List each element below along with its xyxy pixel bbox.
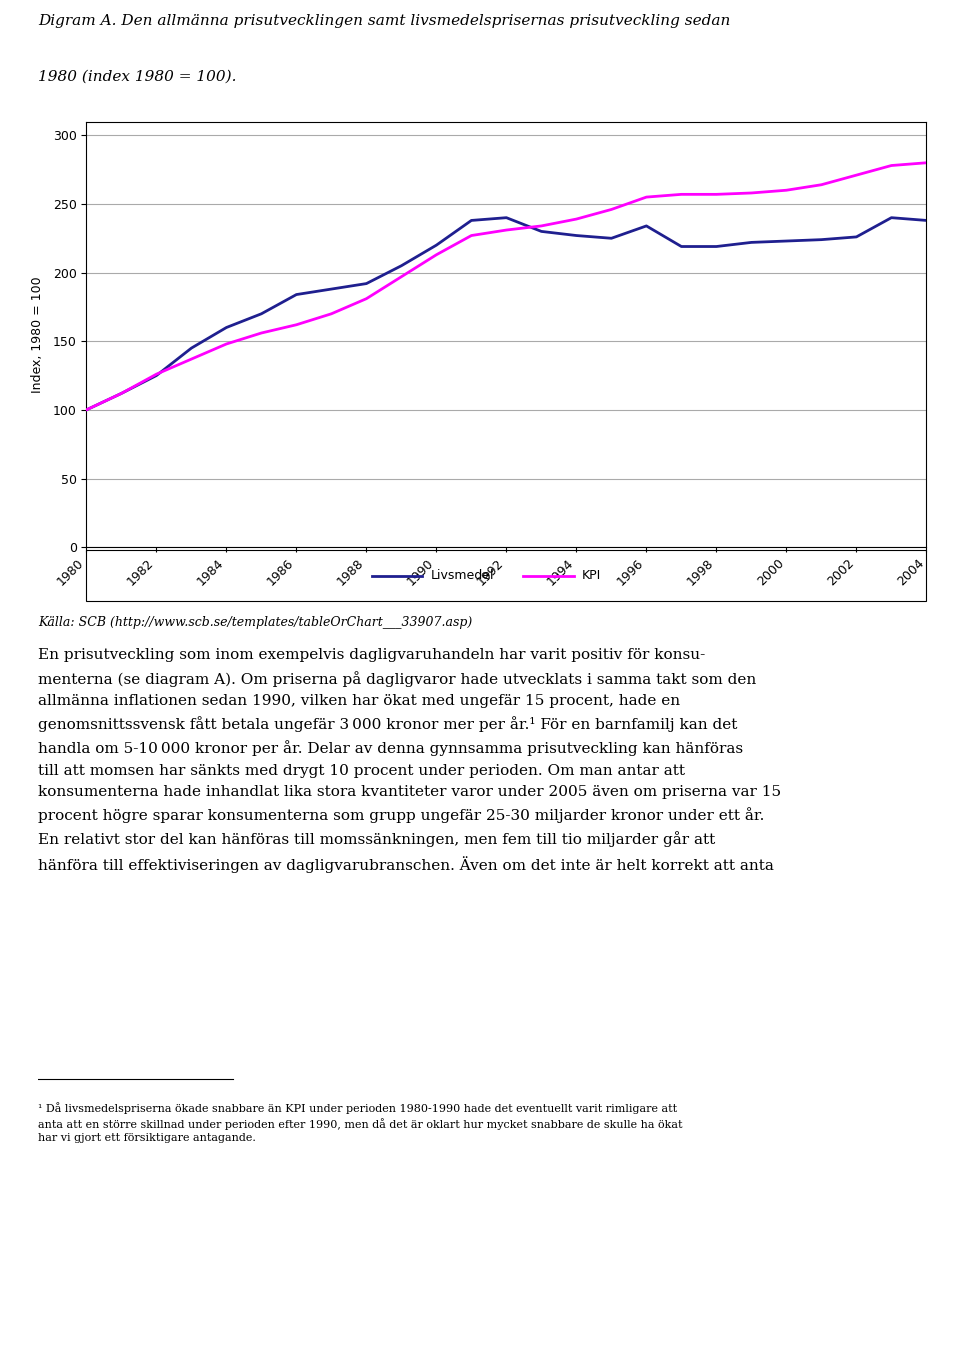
Text: Livsmedel: Livsmedel [431, 569, 494, 582]
Text: En prisutveckling som inom exempelvis dagligvaruhandeln har varit positiv för ko: En prisutveckling som inom exempelvis da… [38, 648, 781, 873]
Text: KPI: KPI [582, 569, 601, 582]
Text: 1980 (index 1980 = 100).: 1980 (index 1980 = 100). [38, 69, 237, 84]
Text: Källa: SCB (http://www.scb.se/templates/tableOrChart___33907.asp): Källa: SCB (http://www.scb.se/templates/… [38, 616, 472, 630]
Y-axis label: Index, 1980 = 100: Index, 1980 = 100 [32, 276, 44, 393]
Text: ¹ Då livsmedelspriserna ökade snabbare än KPI under perioden 1980-1990 hade det : ¹ Då livsmedelspriserna ökade snabbare ä… [38, 1102, 683, 1143]
Text: Digram A. Den allmänna prisutvecklingen samt livsmedelsprisernas prisutveckling : Digram A. Den allmänna prisutvecklingen … [38, 14, 731, 27]
